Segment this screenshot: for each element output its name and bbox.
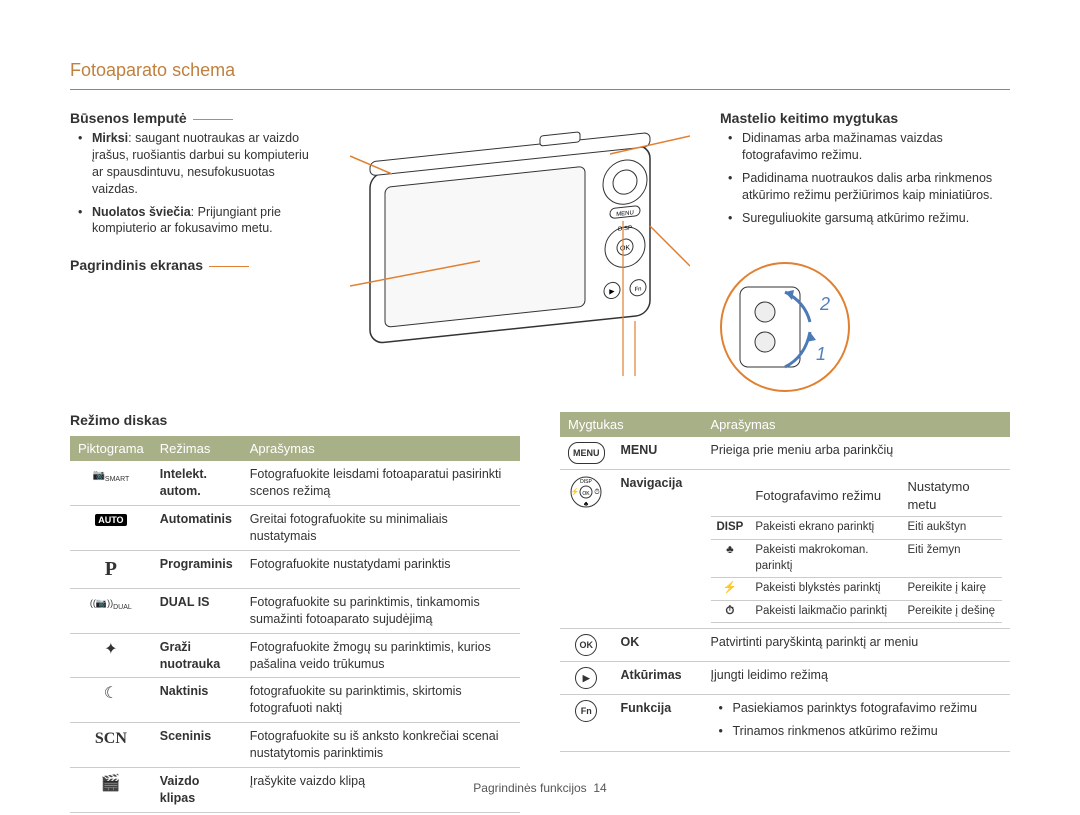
- mode-desc: Fotografuokite su parinktimis, tinkamomi…: [242, 588, 520, 633]
- table-row: SCNSceninisFotografuokite su iš anksto k…: [70, 723, 520, 768]
- mode-dial-heading: Režimo diskas: [70, 412, 520, 428]
- table-row: OKOKPatvirtinti paryškintą parinktį ar m…: [560, 629, 1010, 662]
- mode-icon: P: [70, 550, 152, 588]
- table-row: MENUMENUPrieiga prie meniu arba parinkči…: [560, 437, 1010, 470]
- col-desc: Aprašymas: [242, 436, 520, 461]
- svg-text:DISP: DISP: [580, 479, 592, 485]
- status-lamp-item: Mirksi: saugant nuotraukas ar vaizdo įra…: [82, 130, 320, 198]
- svg-text:⏱: ⏱: [595, 488, 601, 496]
- zoom-item: Didinamas arba mažinamas vaizdas fotogra…: [732, 130, 1010, 164]
- detail-inset: 2 1: [720, 262, 850, 392]
- mode-label: Automatinis: [152, 506, 242, 551]
- mode-icon: 📷SMART: [70, 461, 152, 505]
- camera-diagram: OK DISP MENU ▶ Fn: [340, 110, 700, 392]
- button-desc: Patvirtinti paryškintą parinktį ar meniu: [703, 629, 1011, 662]
- table-row: FnFunkcijaPasiekiamos parinktys fotograf…: [560, 695, 1010, 752]
- mode-icon: ((📷))DUAL: [70, 588, 152, 633]
- svg-text:Fn: Fn: [635, 287, 642, 294]
- mode-desc: Greitai fotografuokite su minimaliais nu…: [242, 506, 520, 551]
- button-icon: DISP OK⚡ ⏱ ♣: [560, 470, 613, 629]
- table-row: AUTOAutomatinisGreitai fotografuokite su…: [70, 506, 520, 551]
- main-screen-callout: Pagrindinis ekranas: [70, 257, 320, 273]
- table-row: ((📷))DUALDUAL ISFotografuokite su parink…: [70, 588, 520, 633]
- mode-desc: fotografuokite su parinktimis, skirtomis…: [242, 678, 520, 723]
- table-row: ✦Graži nuotraukaFotografuokite žmogų su …: [70, 633, 520, 678]
- mode-label: Graži nuotrauka: [152, 633, 242, 678]
- mode-desc: Fotografuokite leisdami fotoaparatui pas…: [242, 461, 520, 505]
- buttons-table: Mygtukas Aprašymas MENUMENUPrieiga prie …: [560, 412, 1010, 751]
- button-icon: ▶: [560, 662, 613, 695]
- status-lamp-heading: Būsenos lemputė: [70, 110, 320, 126]
- table-row: 📷SMARTIntelekt. autom.Fotografuokite lei…: [70, 461, 520, 505]
- page-title: Fotoaparato schema: [70, 60, 1010, 90]
- zoom-heading: Mastelio keitimo mygtukas: [720, 110, 1010, 126]
- zoom-item: Sureguliuokite garsumą atkūrimo režimu.: [732, 210, 1010, 227]
- camera-svg: OK DISP MENU ▶ Fn: [350, 126, 690, 376]
- mode-label: Programinis: [152, 550, 242, 588]
- table-row: ☾Naktinisfotografuokite su parinktimis, …: [70, 678, 520, 723]
- upper-region: Būsenos lemputė Mirksi: saugant nuotrauk…: [70, 110, 1010, 392]
- main-screen-heading: Pagrindinis ekranas: [70, 257, 320, 273]
- zoom-list: Didinamas arba mažinamas vaizdas fotogra…: [720, 130, 1010, 226]
- page-footer: Pagrindinės funkcijos 14: [0, 781, 1080, 795]
- mode-icon: ☾: [70, 678, 152, 723]
- mode-icon: SCN: [70, 723, 152, 768]
- mode-desc: Fotografuokite žmogų su parinktimis, kur…: [242, 633, 520, 678]
- mode-desc: Fotografuokite nustatydami parinktis: [242, 550, 520, 588]
- mode-label: DUAL IS: [152, 588, 242, 633]
- button-icon: MENU: [560, 437, 613, 470]
- table-row: ▶AtkūrimasĮjungti leidimo režimą: [560, 662, 1010, 695]
- detail-label-1: 1: [816, 344, 826, 365]
- button-label: OK: [613, 629, 703, 662]
- mode-icon: AUTO: [70, 506, 152, 551]
- button-label: Atkūrimas: [613, 662, 703, 695]
- table-row: DISP OK⚡ ⏱ ♣ NavigacijaFotografavimo režimuN…: [560, 470, 1010, 629]
- button-desc: Įjungti leidimo režimą: [703, 662, 1011, 695]
- mode-desc: Fotografuokite su iš anksto konkrečiai s…: [242, 723, 520, 768]
- col-button: Mygtukas: [560, 412, 703, 437]
- button-desc: Prieiga prie meniu arba parinkčių: [703, 437, 1011, 470]
- col-mode: Režimas: [152, 436, 242, 461]
- col-icon: Piktograma: [70, 436, 152, 461]
- status-lamp-callout: Būsenos lemputė Mirksi: saugant nuotrauk…: [70, 110, 320, 237]
- detail-label-2: 2: [820, 294, 830, 315]
- mode-label: Sceninis: [152, 723, 242, 768]
- button-desc: Fotografavimo režimuNustatymo metuDISPPa…: [703, 470, 1011, 629]
- svg-text:♣: ♣: [584, 501, 589, 508]
- mode-label: Intelekt. autom.: [152, 461, 242, 505]
- lower-region: Režimo diskas Piktograma Režimas Aprašym…: [70, 412, 1010, 812]
- status-lamp-list: Mirksi: saugant nuotraukas ar vaizdo įra…: [70, 130, 320, 237]
- mode-dial-table: Piktograma Režimas Aprašymas 📷SMARTIntel…: [70, 436, 520, 812]
- mode-label: Naktinis: [152, 678, 242, 723]
- status-lamp-item: Nuolatos šviečia: Prijungiant prie kompi…: [82, 204, 320, 238]
- button-icon: Fn: [560, 695, 613, 752]
- buttons-section: Mygtukas Aprašymas MENUMENUPrieiga prie …: [560, 412, 1010, 812]
- col-desc2: Aprašymas: [703, 412, 1011, 437]
- button-label: Navigacija: [613, 470, 703, 629]
- button-icon: OK: [560, 629, 613, 662]
- mode-dial-section: Režimo diskas Piktograma Režimas Aprašym…: [70, 412, 520, 812]
- button-desc: Pasiekiamos parinktys fotografavimo reži…: [703, 695, 1011, 752]
- table-row: PPrograminisFotografuokite nustatydami p…: [70, 550, 520, 588]
- zoom-item: Padidinama nuotraukos dalis arba rinkmen…: [732, 170, 1010, 204]
- mode-icon: ✦: [70, 633, 152, 678]
- button-label: MENU: [613, 437, 703, 470]
- svg-text:OK: OK: [583, 491, 591, 497]
- button-label: Funkcija: [613, 695, 703, 752]
- svg-text:▶: ▶: [609, 288, 615, 296]
- zoom-callout: Mastelio keitimo mygtukas Didinamas arba…: [720, 110, 1010, 232]
- svg-text:⚡: ⚡: [571, 487, 580, 496]
- svg-text:OK: OK: [620, 245, 630, 253]
